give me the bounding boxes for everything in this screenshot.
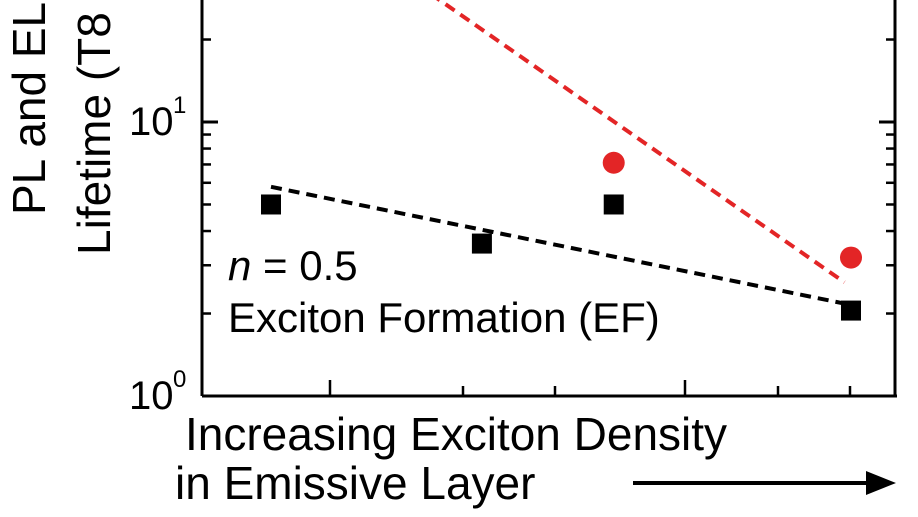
square-marker-series-1-2	[603, 194, 624, 215]
y-axis-title-line-1: PL and EL	[3, 2, 55, 215]
annotation-n-symbol: n	[228, 242, 251, 289]
annotation-n-value: = 0.5	[251, 242, 357, 289]
annotation-n-line: n = 0.5	[228, 242, 358, 289]
x-axis-title-line-1: Increasing Exciton Density	[185, 408, 727, 460]
y-tick-label-10: 10 1	[129, 92, 186, 144]
data-markers	[261, 151, 862, 321]
x-axis-title-line-2: in Emissive Layer	[175, 457, 535, 509]
fit-lines	[270, 0, 852, 307]
y-tick-label-1-base: 10	[129, 374, 174, 418]
y-axis-title-line-2: Lifetime (T8	[68, 12, 120, 255]
square-marker-series-1-0	[261, 194, 281, 215]
fit-line-series-1	[270, 184, 852, 307]
y-axis-title: PL and EL Lifetime (T8	[3, 2, 120, 255]
axis-ticks	[202, 38, 895, 398]
increasing-arrow-icon	[633, 471, 896, 495]
plot-frame	[200, 0, 897, 398]
fit-line-series-0	[436, 0, 846, 284]
annotation-label: Exciton Formation (EF)	[228, 294, 660, 341]
y-tick-label-10-base: 10	[129, 100, 174, 144]
y-tick-label-10-exp: 1	[173, 92, 186, 119]
y-tick-label-1-exp: 0	[173, 366, 186, 393]
square-marker-series-1-3	[841, 300, 861, 321]
circle-marker-series-0-0	[602, 151, 625, 174]
y-tick-label-1: 10 0	[129, 366, 186, 418]
x-axis-title: Increasing Exciton Density in Emissive L…	[175, 408, 727, 509]
circle-marker-series-0-1	[840, 246, 862, 269]
annotation: n = 0.5 Exciton Formation (EF)	[228, 242, 660, 341]
square-marker-series-1-1	[471, 233, 492, 254]
